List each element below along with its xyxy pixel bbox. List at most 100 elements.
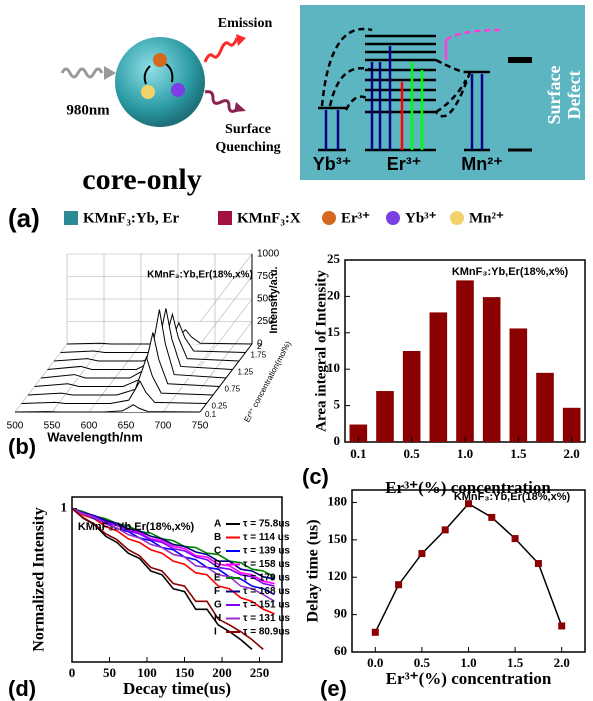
legend-label: τ = 114 us <box>243 532 290 543</box>
grid-line <box>199 298 253 368</box>
x-tick-label: 650 <box>118 421 135 432</box>
y-tick-label: 15 <box>327 324 341 339</box>
marker <box>371 628 379 636</box>
marker <box>534 560 542 568</box>
y-tick-label: 90 <box>334 606 347 621</box>
x-axis-label: Er³⁺(%) concentration <box>385 478 551 497</box>
x-tick-label: 150 <box>175 665 195 680</box>
y-tick-label: 1000 <box>257 249 280 260</box>
panel-label: (d) <box>8 676 36 701</box>
bar <box>509 328 528 442</box>
legend-label: τ = 75.8us <box>243 519 290 530</box>
legend-label: E <box>214 573 221 584</box>
x-tick-label: 1.5 <box>510 446 527 461</box>
marker <box>441 526 449 534</box>
grid-line <box>199 253 253 323</box>
energy-diagram: Yb³⁺ Er³⁺ Mn²⁺ Surface Defect <box>300 5 585 180</box>
y-axis-label: Area integral of Intensity <box>313 270 329 432</box>
inset-title: KMnF₃:Yb,Er(18%,x%) <box>454 491 571 503</box>
legend-label: τ = 151 us <box>243 600 290 611</box>
x-tick-label: 0.1 <box>350 446 366 461</box>
x-tick-label: 0.5 <box>414 655 431 670</box>
legend-label: D <box>214 559 221 570</box>
marker <box>558 622 566 630</box>
transfer-arrows <box>143 63 174 85</box>
x-tick-label: 1.0 <box>460 655 476 670</box>
x-tick-label: 1.5 <box>507 655 524 670</box>
ion-label: Er³⁺ <box>387 154 422 174</box>
x-tick-label: 700 <box>155 421 172 432</box>
quenching-label: Quenching <box>215 140 280 155</box>
y-tick-label: 250 <box>257 316 274 327</box>
x-tick-label: 2.0 <box>554 655 570 670</box>
x-tick-label: 1.0 <box>457 446 473 461</box>
legend-swatch <box>322 211 336 225</box>
arrowhead <box>104 66 116 80</box>
ion-label: Yb³⁺ <box>313 154 352 174</box>
legend-label: τ = 139 us <box>243 546 290 557</box>
defect-label: Defect <box>564 71 584 120</box>
legend-label: B <box>214 532 221 543</box>
spectrum <box>27 355 214 396</box>
arrowhead <box>234 102 246 112</box>
energy-transfer <box>320 27 501 118</box>
panel-label: (c) <box>302 464 329 489</box>
bar <box>376 391 394 442</box>
marker <box>511 535 519 543</box>
legend-label: τ = 131 us <box>243 613 290 624</box>
y-tick-label: 750 <box>257 271 274 282</box>
legend-label: A <box>214 519 221 530</box>
quenching-wave <box>204 90 238 113</box>
marker <box>395 581 403 589</box>
data-line <box>72 507 253 651</box>
legend-label: F <box>214 586 220 597</box>
plot-frame <box>71 496 283 663</box>
legend-label: τ = 179 us <box>243 573 290 584</box>
data-line <box>72 507 275 615</box>
legend-label: τ = 158 us <box>243 559 290 570</box>
data-line <box>72 507 275 578</box>
nanoparticle <box>115 37 205 127</box>
core-diagram: 980nm Emission Surface Quenching core-on… <box>60 16 281 196</box>
plot-frame <box>351 489 586 653</box>
panel-label: (e) <box>320 676 347 701</box>
z-tick-label: 1.25 <box>238 368 254 377</box>
legend-swatch <box>218 211 232 225</box>
excitation-wave <box>60 67 104 79</box>
legend-label: Er³⁺ <box>341 210 370 226</box>
legend-label: τ = 168 us <box>243 586 290 597</box>
marker <box>488 513 496 521</box>
x-tick-label: 200 <box>212 665 232 680</box>
y-tick-label: 5 <box>334 397 341 412</box>
marker <box>465 500 472 508</box>
data-line <box>72 507 275 602</box>
arrowhead <box>236 34 246 46</box>
bar <box>402 351 421 442</box>
x-tick-label: 0.0 <box>367 655 383 670</box>
x-tick-label: 750 <box>192 421 209 432</box>
y-axis-label: Normalized Intensity <box>31 507 48 651</box>
levels <box>318 34 532 152</box>
y-tick-label: 25 <box>327 251 341 266</box>
x-axis-label: Er³⁺(%) concentration <box>386 669 552 688</box>
y-axis-label: Delay time (us) <box>305 519 322 622</box>
mn-ion <box>141 85 155 99</box>
inset-title: KMnF₃:Yb,Er(18%,x%) <box>78 521 195 533</box>
curve-fill <box>15 404 200 412</box>
legend-swatch <box>64 211 78 225</box>
grid-line <box>199 321 253 390</box>
data-line <box>72 507 275 587</box>
y-tick-label: 500 <box>257 294 274 305</box>
background <box>300 5 585 180</box>
y-tick-label: 10 <box>327 360 340 375</box>
x-tick-label: 600 <box>81 421 98 432</box>
bar <box>349 424 368 442</box>
z-tick-label: 2 <box>257 342 262 351</box>
bar <box>562 407 581 442</box>
x-tick-label: 0 <box>69 665 76 680</box>
spectrum <box>14 404 201 413</box>
legend-label: C <box>214 546 221 557</box>
x-tick-label: 250 <box>250 665 270 680</box>
data-line <box>72 507 275 580</box>
y-tick-label: 120 <box>328 568 348 583</box>
